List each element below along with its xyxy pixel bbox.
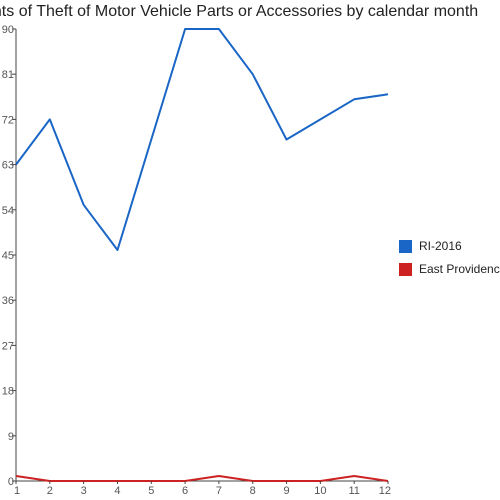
legend-item-east-providence[interactable]: East Providence (399, 259, 500, 279)
y-tick-label: 90 (2, 24, 14, 36)
y-axis-tick-labels: 0 9 18 27 36 45 54 63 72 81 90 (2, 24, 16, 488)
y-tick-label: 63 (2, 160, 14, 172)
y-tick-label: 27 (2, 340, 14, 352)
x-tick-label: 4 (114, 485, 120, 497)
legend-label-ri-2016: RI-2016 (419, 239, 462, 253)
x-tick-label: 6 (182, 485, 188, 497)
x-tick-label: 9 (283, 485, 289, 497)
x-tick-label: 2 (47, 485, 53, 497)
x-tick-label: 8 (250, 485, 256, 497)
series-lines (15, 28, 389, 482)
x-tick-label: 12 (379, 485, 391, 497)
x-tick-label: 11 (348, 485, 359, 497)
legend: RI-2016 East Providence (399, 236, 500, 282)
y-tick-label: 54 (2, 205, 14, 217)
y-tick-label: 0 (8, 476, 14, 488)
series-line-ri-2016 (15, 28, 389, 251)
y-tick-label: 9 (8, 431, 14, 443)
y-tick-label: 18 (2, 386, 14, 398)
y-tick-label: 81 (2, 69, 14, 81)
x-tick-label: 3 (81, 485, 87, 497)
legend-swatch-ri-2016 (399, 239, 412, 253)
chart-axes (15, 29, 388, 482)
x-axis-tick-labels: 1 2 3 4 5 6 7 8 9 10 11 12 (14, 481, 391, 497)
x-tick-label: 7 (216, 485, 222, 497)
y-tick-label: 72 (2, 114, 14, 126)
x-tick-label: 5 (148, 485, 154, 497)
x-tick-label: 1 (14, 485, 20, 497)
series-line-east-providence (15, 475, 389, 482)
y-tick-label: 45 (2, 250, 14, 262)
chart-title: unts of Theft of Motor Vehicle Parts or … (0, 3, 479, 20)
legend-label-east-providence: East Providence (419, 262, 500, 276)
legend-item-ri-2016[interactable]: RI-2016 (399, 236, 500, 256)
x-tick-label: 10 (314, 485, 326, 497)
y-tick-label: 36 (2, 295, 14, 307)
legend-swatch-east-providence (399, 262, 412, 276)
